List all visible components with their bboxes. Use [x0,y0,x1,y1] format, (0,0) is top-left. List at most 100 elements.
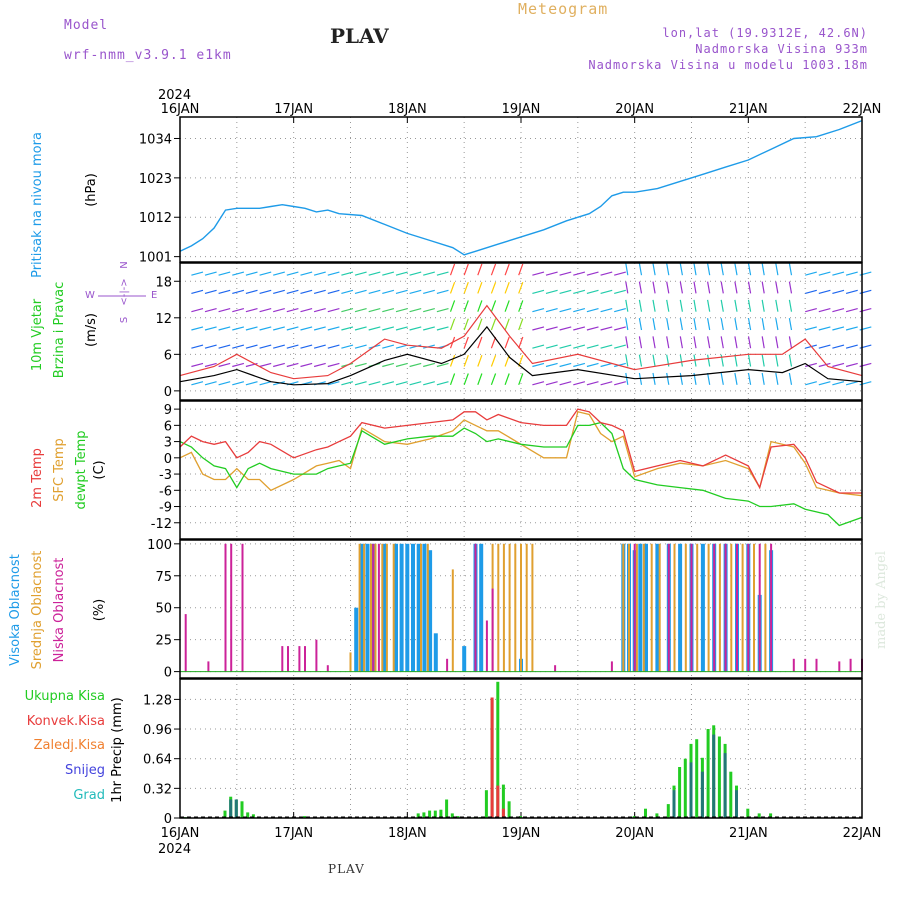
wind-barb [218,289,231,294]
cloud-bar [394,543,398,672]
precip-bar [632,816,636,818]
wind-barb [818,326,831,331]
wind-barb [368,381,381,386]
wind-barb [300,308,313,313]
precip-bar [303,816,306,818]
wind-barb [286,289,299,294]
temp-ylabel: 2m Temp [30,448,45,508]
x-tick-label-bottom: 22JAN [843,826,882,841]
wind-barb [600,362,613,368]
wind-barb [327,289,340,294]
wind-barb [652,299,656,312]
wind-barb [436,271,449,276]
cloud-bar [224,543,227,672]
wind-barb [747,263,752,276]
cloud-bar [622,543,625,672]
wind-barb [463,318,469,331]
wind-barb [625,281,629,294]
wind-barb [761,263,765,276]
wind-barb [286,344,299,349]
wind-barb [845,344,858,349]
precip-bar [496,785,500,818]
precip-bar [712,734,716,818]
wind-barb [532,344,545,349]
y-tick-label: 6 [164,348,172,363]
wind-barb [545,326,558,331]
cloud-bar [416,543,421,672]
wind-barb [191,326,204,331]
wind-barb [286,271,299,276]
wind-barb [652,354,656,367]
y-tick-label: 100 [147,538,172,553]
wind-barb [693,299,697,312]
wind-barb [775,318,779,331]
wind-barb [734,299,738,312]
wind-barb [805,326,817,331]
wind-barb [204,271,217,276]
panel-frame [179,400,863,540]
cloud-bar [730,543,733,672]
cloud-bar [525,543,528,672]
y-tick-label: 0 [164,385,172,400]
wind-barb [327,326,340,331]
wind-barb [545,308,558,313]
wind-barb [463,354,469,367]
cloud-bar [411,543,415,672]
y-tick-label: -6 [159,484,172,499]
wind-barb [327,344,340,349]
wind-barb [679,263,683,276]
wind-barb [368,308,381,313]
wind-barb [477,373,483,386]
cloud-bar [713,543,716,672]
model-name: wrf-nmm_v3.9.1 e1km [64,48,232,63]
cloud-bar [707,543,710,672]
wind-barb [204,308,217,313]
precip-bar [655,813,659,818]
y-tick-label: 0.64 [143,753,172,768]
wind-barb [532,381,545,386]
wind-barb [747,318,752,331]
wind-barb [313,362,326,368]
precip-bar [706,729,710,818]
x-tick-label-bottom: 17JAN [274,826,313,841]
wind-barb [436,326,449,331]
wind-barb [832,381,845,386]
wind-barb [775,263,779,276]
wind-barb [409,362,422,368]
wind-barb [573,344,586,349]
precip-bar [240,801,244,818]
wind-barb [382,362,395,368]
wind-barb [805,289,817,294]
wind-barb [504,354,510,367]
x-tick-label-bottom: 16JAN [161,826,200,841]
wind-legend-n: N [119,261,130,268]
precip-bar [700,771,704,818]
cloud-bar [554,665,557,672]
wind-barb [354,308,367,313]
cloud-bar [381,543,384,672]
x-tick-label-top: 20JAN [615,102,654,117]
wind-barb [286,362,299,368]
wind-barb [204,289,217,294]
y-tick-label: 1034 [139,132,172,147]
wind-barb [638,318,643,331]
pressure-ylabel: Pritisak na nivou mora [30,132,45,278]
wind-barb [832,271,845,276]
wind-barb [761,318,765,331]
panel-frame [179,262,863,401]
wind-barb [449,281,456,294]
wind-barb [734,318,738,331]
wind-barb [490,300,497,312]
wind-barb [245,326,258,331]
wind-barb [666,281,670,294]
wind-barb [734,336,738,349]
y-tick-label: -9 [159,501,172,516]
panel-frame [179,539,863,679]
precip-bar [746,808,750,818]
cloud-bar [700,543,705,672]
pressure-unit: (hPa) [84,173,99,207]
wind-barb [532,271,545,276]
legend-hail: Grad [73,788,105,803]
wind-barb [586,289,599,294]
